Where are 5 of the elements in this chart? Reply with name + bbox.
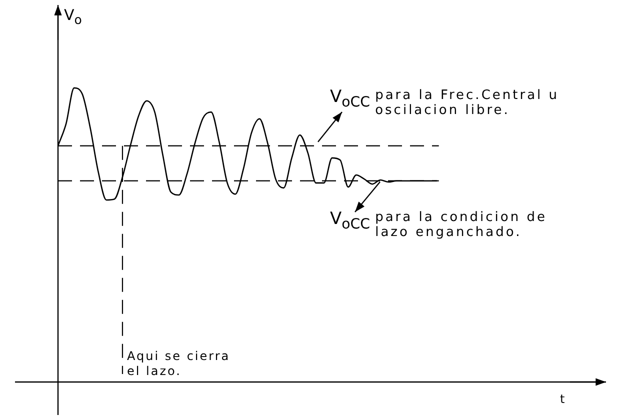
x-axis-title: t (560, 392, 565, 407)
annotation: V$_{oCC}$ para la condicion de lazo enganchado. (330, 208, 548, 240)
annotation: V$_{oCC}$ para la Frec.Central u oscilacion libre. (330, 86, 560, 118)
text: V$_{o}$ (64, 6, 82, 27)
annotation: Aqui se cierra el lazo. (127, 349, 232, 379)
